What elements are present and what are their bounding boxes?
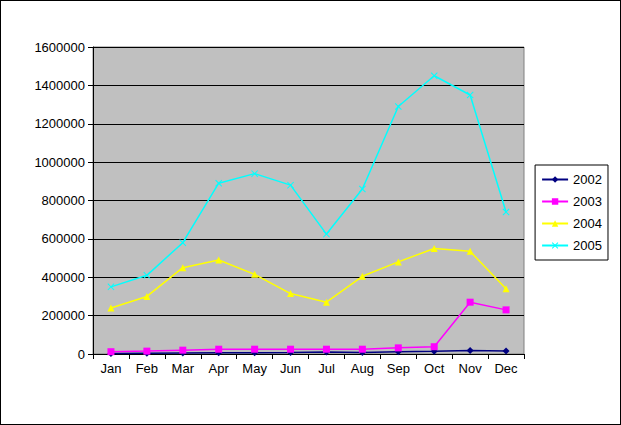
svg-text:1000000: 1000000	[34, 155, 85, 170]
svg-text:2004: 2004	[573, 216, 602, 231]
svg-text:1400000: 1400000	[34, 78, 85, 93]
svg-text:Dec: Dec	[494, 361, 518, 376]
svg-text:Jan: Jan	[100, 361, 121, 376]
svg-text:0: 0	[78, 347, 85, 362]
svg-text:Aug: Aug	[351, 361, 374, 376]
svg-text:600000: 600000	[42, 231, 85, 246]
svg-text:Sep: Sep	[387, 361, 410, 376]
svg-text:2005: 2005	[573, 238, 602, 253]
svg-text:2002: 2002	[573, 172, 602, 187]
svg-text:Apr: Apr	[209, 361, 230, 376]
svg-text:Mar: Mar	[172, 361, 195, 376]
svg-text:May: May	[242, 361, 267, 376]
svg-text:Jul: Jul	[318, 361, 335, 376]
svg-text:400000: 400000	[42, 270, 85, 285]
svg-text:1600000: 1600000	[34, 40, 85, 55]
svg-text:Nov: Nov	[459, 361, 483, 376]
svg-text:2003: 2003	[573, 194, 602, 209]
svg-text:1200000: 1200000	[34, 116, 85, 131]
svg-text:Feb: Feb	[136, 361, 158, 376]
svg-text:Oct: Oct	[424, 361, 445, 376]
svg-text:800000: 800000	[42, 193, 85, 208]
svg-text:200000: 200000	[42, 308, 85, 323]
svg-text:Jun: Jun	[280, 361, 301, 376]
